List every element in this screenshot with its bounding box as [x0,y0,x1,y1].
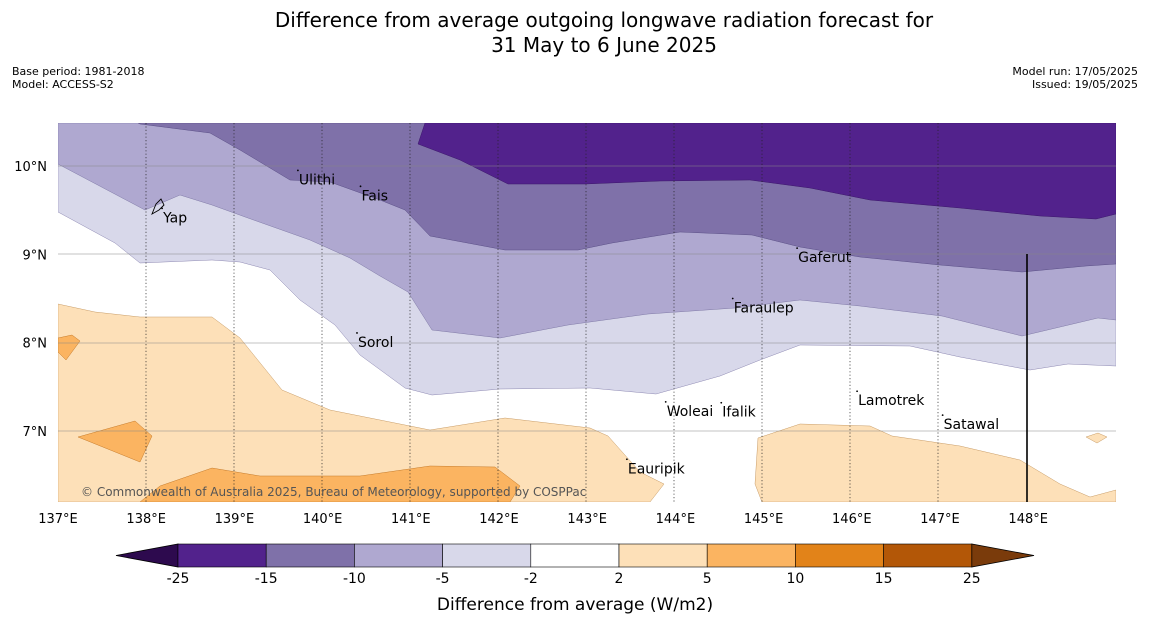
lat-tick-label: 9°N [23,248,48,263]
contour-plus5-south [139,465,521,502]
title-line-2: 31 May to 6 June 2025 [491,33,717,57]
colorbar-tick-label: -15 [255,571,278,587]
issued-date: Issued: 19/05/2025 [1031,78,1138,91]
latitude-gridlines [58,165,1116,432]
lon-tick-label: 147°E [920,512,960,527]
colorbar-tick-label: -10 [343,571,366,587]
colorbar-tick-label: 25 [963,571,981,587]
place-label: Yap [162,210,187,226]
colorbar-segment [883,543,973,568]
lat-tick-label: 8°N [23,337,48,352]
longitude-axis: 137°E 138°E 139°E 140°E 141°E 142°E 143°E 144°E… [38,512,1048,527]
lon-tick-label: 140°E [303,512,343,527]
place-label: Gaferut [798,250,852,266]
place-label: Ulithi [299,172,335,188]
place-marker [720,401,723,404]
lon-tick-label: 142°E [479,512,519,527]
contour-plus5-west [58,334,81,361]
place-label: Sorol [358,335,393,351]
place-labels: Yap Ulithi Fais Gaferut Faraulep Sorol Woleai I… [161,169,999,477]
lon-tick-label: 143°E [567,512,607,527]
place-marker [796,247,799,250]
map-panel: Yap Ulithi Fais Gaferut Faraulep Sorol Woleai I… [58,123,1116,502]
copyright-notice: © Commonwealth of Australia 2025, Bureau… [81,485,586,499]
place-marker [297,169,299,172]
lon-tick-label: 144°E [656,512,696,527]
lon-tick-label: 141°E [391,512,431,527]
colorbar-tick-label: -2 [524,571,538,587]
contour-plus2-small [1085,432,1108,444]
contour-minus15-to-minus25 [417,123,1116,220]
lon-tick-label: 148°E [1008,512,1048,527]
place-label: Faraulep [734,300,794,316]
colorbar-tick-label: 15 [875,571,893,587]
place-marker [161,207,163,210]
colorbar-extend-low [115,543,179,568]
model-name: Model: ACCESS-S2 [12,78,114,91]
colorbar-segment [442,543,532,568]
place-label: Fais [362,188,389,204]
colorbar-segment [354,543,443,568]
colorbar-segment [265,543,355,568]
contour-plus2-east [754,423,1116,502]
place-marker [359,185,362,188]
lat-tick-label: 10°N [14,160,47,175]
place-label: Ifalik [722,405,756,421]
place-marker [625,458,628,461]
colorbar: -25 -15 -10 -5 -2 2 5 10 15 25 [115,543,1035,587]
lat-tick-label: 7°N [23,425,48,440]
place-marker [731,297,734,300]
place-label: Lamotrek [858,393,925,409]
colorbar-tick-label: 10 [786,571,804,587]
place-marker [856,390,858,393]
place-label: Eauripik [628,461,686,477]
map-title: Difference from average outgoing longwav… [0,8,1150,58]
meta-right: Model run: 17/05/2025 Issued: 19/05/2025 [1012,65,1138,91]
colorbar-extend-high [971,543,1035,568]
place-label: Woleai [667,404,714,420]
colorbar-segment [618,543,708,568]
title-line-1: Difference from average outgoing longwav… [274,8,934,32]
colorbar-tick-label: 5 [703,571,712,587]
colorbar-tick-label: -25 [167,571,190,587]
place-marker [664,400,667,403]
colorbar-segment [530,543,620,568]
lon-tick-label: 137°E [38,512,78,527]
lon-tick-label: 139°E [215,512,255,527]
lon-tick-label: 138°E [126,512,166,527]
contour-plus2-to-plus5 [58,303,665,502]
colorbar-label: Difference from average (W/m2) [437,595,713,615]
latitude-axis: 10°N 9°N 8°N 7°N [14,160,47,440]
place-label: Satawal [944,417,999,433]
meta-left: Base period: 1981-2018 Model: ACCESS-S2 [12,65,144,91]
colorbar-segment [706,543,796,568]
colorbar-tick-label: 2 [615,571,624,587]
colorbar-segment [177,543,267,568]
place-marker [941,414,944,416]
base-period: Base period: 1981-2018 [12,65,145,78]
place-marker [356,332,358,334]
lon-tick-label: 145°E [744,512,784,527]
model-run: Model run: 17/05/2025 [1012,65,1138,78]
colorbar-tick-label: -5 [436,571,450,587]
colorbar-segment [795,543,884,568]
lon-tick-label: 146°E [832,512,872,527]
yap-island-shape [151,198,165,216]
